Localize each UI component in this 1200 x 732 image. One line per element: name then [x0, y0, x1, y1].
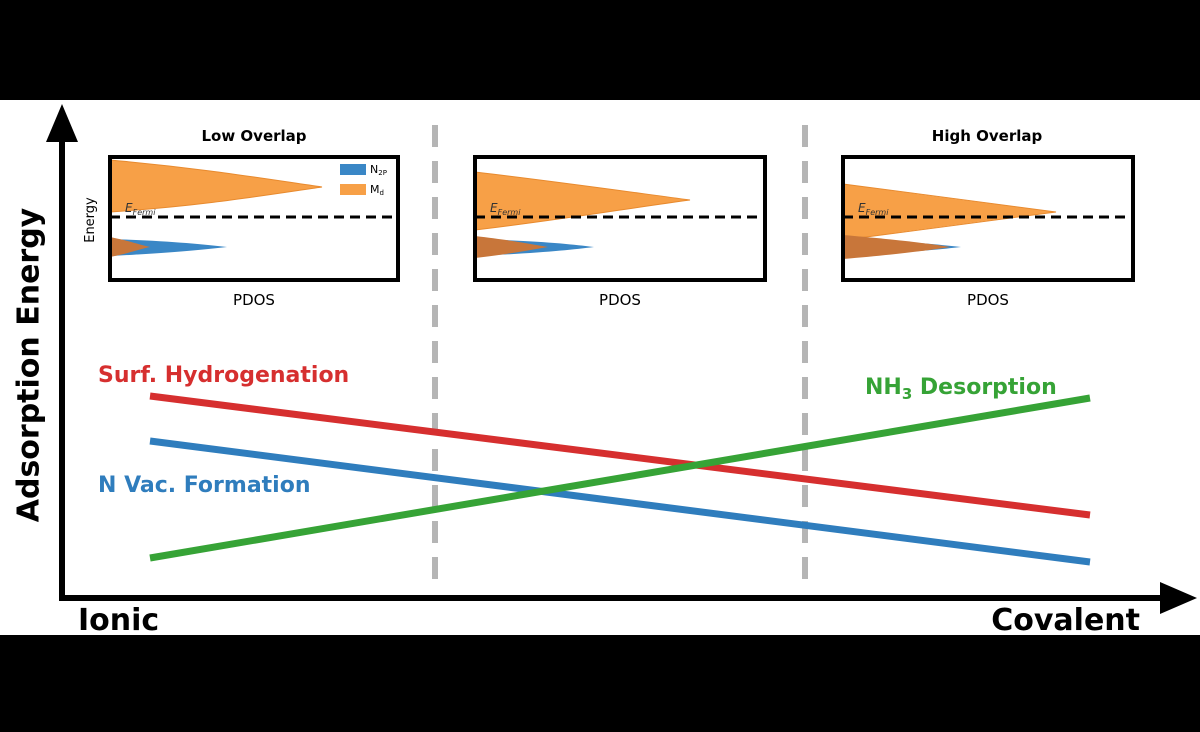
fermi-sub: Fermi	[498, 208, 522, 217]
panel-title: Low Overlap	[201, 127, 306, 145]
md-lower-peak	[475, 236, 548, 258]
x-arrow	[1160, 582, 1197, 614]
md-peak	[842, 183, 1057, 241]
fermi-label: EFermi	[858, 201, 889, 217]
legend-sub: 2P	[378, 169, 387, 177]
trend-line	[149, 394, 1091, 562]
legend-label: Md	[370, 183, 384, 197]
md-peak	[109, 159, 323, 213]
trend-label: Surf. Hydrogenation	[98, 363, 349, 388]
panel-x-label: PDOS	[233, 291, 275, 309]
fermi-label: EFermi	[125, 201, 156, 217]
fermi-base: E	[858, 201, 866, 215]
fermi-base: E	[490, 201, 498, 215]
fermi-sub: Fermi	[133, 208, 157, 217]
n2p-peak	[110, 239, 227, 256]
legend-base: N	[370, 163, 378, 176]
trend-label-rest: Desorption	[912, 375, 1056, 400]
trend-label-base: NH	[865, 375, 902, 400]
trend-label: NH3 Desorption	[865, 375, 1057, 403]
fermi-label: EFermi	[490, 201, 521, 217]
panel-x-label: PDOS	[967, 291, 1009, 309]
legend-label: N2P	[370, 163, 387, 177]
panel-frame	[108, 155, 400, 282]
panel-x-label: PDOS	[599, 291, 641, 309]
panel-frame	[473, 155, 767, 282]
y-axis-label: Adsorption Energy	[12, 207, 47, 522]
legend-sub: d	[380, 189, 384, 197]
legend-swatch	[340, 164, 366, 175]
trend-label-sub: 3	[902, 385, 912, 403]
y-arrow	[46, 104, 78, 142]
panel-y-label: Energy	[83, 197, 98, 243]
trend-line	[149, 392, 1091, 519]
fermi-sub: Fermi	[866, 208, 890, 217]
legend-base: M	[370, 183, 380, 196]
fermi-base: E	[125, 201, 133, 215]
md-lower-peak	[110, 237, 150, 257]
panel-frame	[841, 155, 1135, 282]
panel-title: High Overlap	[932, 127, 1043, 145]
md-lower-peak	[843, 235, 950, 259]
trend-line	[149, 437, 1091, 566]
legend-swatch	[340, 184, 366, 195]
x-left-label: Ionic	[78, 603, 159, 638]
trend-label: N Vac. Formation	[98, 473, 311, 498]
x-right-label: Covalent	[991, 603, 1140, 638]
